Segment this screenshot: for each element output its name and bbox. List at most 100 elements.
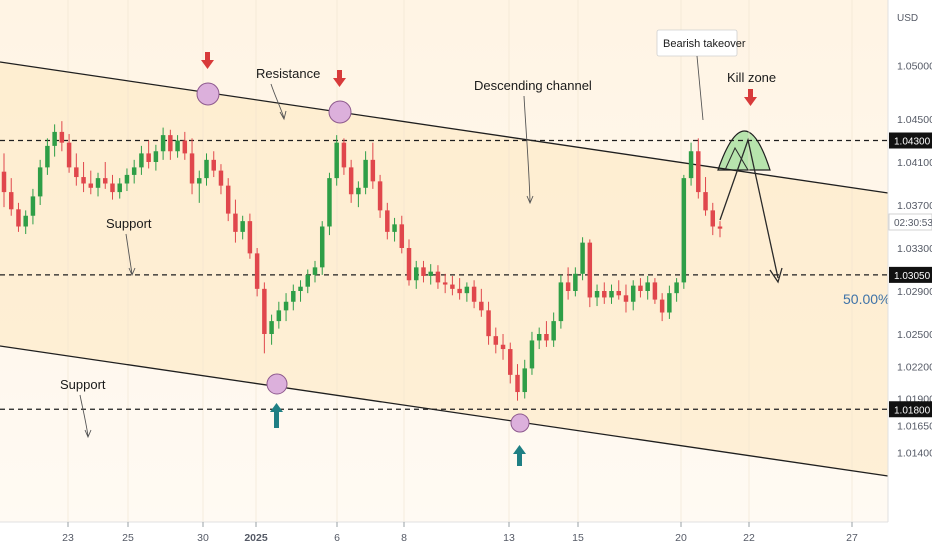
candle-body bbox=[182, 140, 188, 154]
candle-body bbox=[262, 288, 267, 334]
y-tick-label: 1.02500 bbox=[897, 329, 932, 341]
candle-body bbox=[659, 299, 665, 313]
candle bbox=[385, 202, 390, 240]
candle-body bbox=[240, 221, 245, 232]
candle-body bbox=[421, 267, 426, 276]
fib-label: 50.00% bbox=[843, 291, 890, 307]
candle-body bbox=[30, 196, 36, 216]
candle bbox=[580, 237, 585, 281]
currency-label: USD bbox=[897, 13, 918, 24]
bearish-takeover-callout: Bearish takeover bbox=[656, 29, 746, 121]
candle bbox=[117, 178, 122, 199]
candle-body bbox=[88, 183, 94, 188]
candle-body bbox=[450, 284, 455, 289]
candle bbox=[659, 293, 665, 322]
candle-body bbox=[594, 291, 600, 298]
candle bbox=[160, 127, 166, 160]
candle-body bbox=[457, 288, 462, 294]
candle-body bbox=[276, 310, 282, 322]
candle bbox=[609, 284, 614, 304]
candle-body bbox=[428, 271, 433, 276]
candle-body bbox=[652, 282, 658, 300]
candle-body bbox=[204, 159, 209, 179]
candle-body bbox=[479, 301, 484, 311]
candle bbox=[37, 159, 43, 205]
candle bbox=[189, 138, 195, 195]
candle-body bbox=[117, 183, 122, 193]
candle bbox=[23, 210, 28, 235]
candle-body bbox=[8, 192, 14, 210]
red-arrow-down-3 bbox=[744, 89, 757, 106]
x-tick-label: 23 bbox=[62, 532, 74, 544]
level-tag-support-low bbox=[889, 401, 932, 418]
candle-body bbox=[233, 213, 238, 232]
candle bbox=[59, 121, 65, 152]
candle bbox=[110, 174, 115, 200]
teal-arrow-up-1 bbox=[270, 403, 283, 428]
candle bbox=[616, 280, 621, 300]
candle-body bbox=[717, 226, 723, 229]
candle-body bbox=[363, 159, 368, 188]
candle bbox=[652, 278, 658, 304]
candle-body bbox=[146, 153, 151, 162]
candle bbox=[594, 284, 600, 307]
candle-body bbox=[327, 178, 332, 227]
projection-arrowhead bbox=[769, 267, 783, 284]
candle-body bbox=[66, 142, 72, 168]
candle-body bbox=[189, 153, 195, 184]
candle-body bbox=[551, 321, 556, 341]
candle bbox=[240, 215, 245, 240]
candle bbox=[95, 172, 101, 197]
candle bbox=[356, 181, 361, 208]
candle bbox=[493, 327, 499, 354]
candle bbox=[442, 273, 448, 294]
candle bbox=[406, 239, 412, 286]
candle bbox=[674, 278, 679, 302]
candle-body bbox=[493, 336, 499, 345]
y-tick-label: 1.04100 bbox=[897, 157, 932, 169]
bearish-takeover-label: Bearish takeover bbox=[663, 38, 746, 50]
candle-body bbox=[602, 291, 607, 298]
candle-body bbox=[197, 178, 202, 184]
candle bbox=[414, 260, 419, 289]
touch-marker-4 bbox=[510, 413, 530, 433]
candle-body bbox=[645, 282, 650, 291]
candle bbox=[377, 174, 383, 218]
support-mid-pointer bbox=[125, 233, 136, 277]
candle-body bbox=[580, 242, 585, 274]
candle bbox=[508, 342, 513, 384]
candle bbox=[602, 282, 607, 304]
candle bbox=[421, 260, 426, 283]
candle bbox=[233, 199, 238, 243]
candle bbox=[587, 239, 593, 308]
candle-body bbox=[667, 293, 672, 313]
y-tick-label: 1.01400 bbox=[897, 447, 932, 459]
candle bbox=[544, 321, 549, 347]
projection-path bbox=[719, 137, 779, 279]
candle bbox=[710, 202, 716, 236]
candle bbox=[573, 267, 578, 297]
candle bbox=[146, 140, 151, 169]
candle bbox=[225, 178, 231, 222]
candle bbox=[464, 282, 470, 302]
candle bbox=[30, 188, 36, 225]
price-axis[interactable]: USD 1.05000 1.04500 1.04100 1.03700 1.03300 1… bbox=[887, 0, 932, 550]
candle-body bbox=[319, 226, 325, 268]
candle-body bbox=[59, 131, 65, 143]
candle-body bbox=[45, 145, 50, 168]
candle bbox=[153, 144, 159, 171]
time-axis[interactable]: 23 25 30 2025 6 8 13 15 20 22 27 bbox=[0, 521, 932, 550]
level-tag-resistance bbox=[889, 132, 932, 149]
candle-body bbox=[283, 301, 289, 311]
candle-body bbox=[218, 170, 224, 186]
candle bbox=[283, 293, 289, 322]
candle bbox=[124, 168, 130, 192]
support-mid-label: Support bbox=[106, 216, 152, 231]
candle bbox=[348, 159, 354, 203]
resistance-pointer bbox=[270, 83, 287, 121]
x-tick-label: 13 bbox=[503, 532, 515, 544]
candle bbox=[211, 151, 216, 178]
candle-body bbox=[616, 291, 621, 296]
candle bbox=[74, 153, 79, 186]
